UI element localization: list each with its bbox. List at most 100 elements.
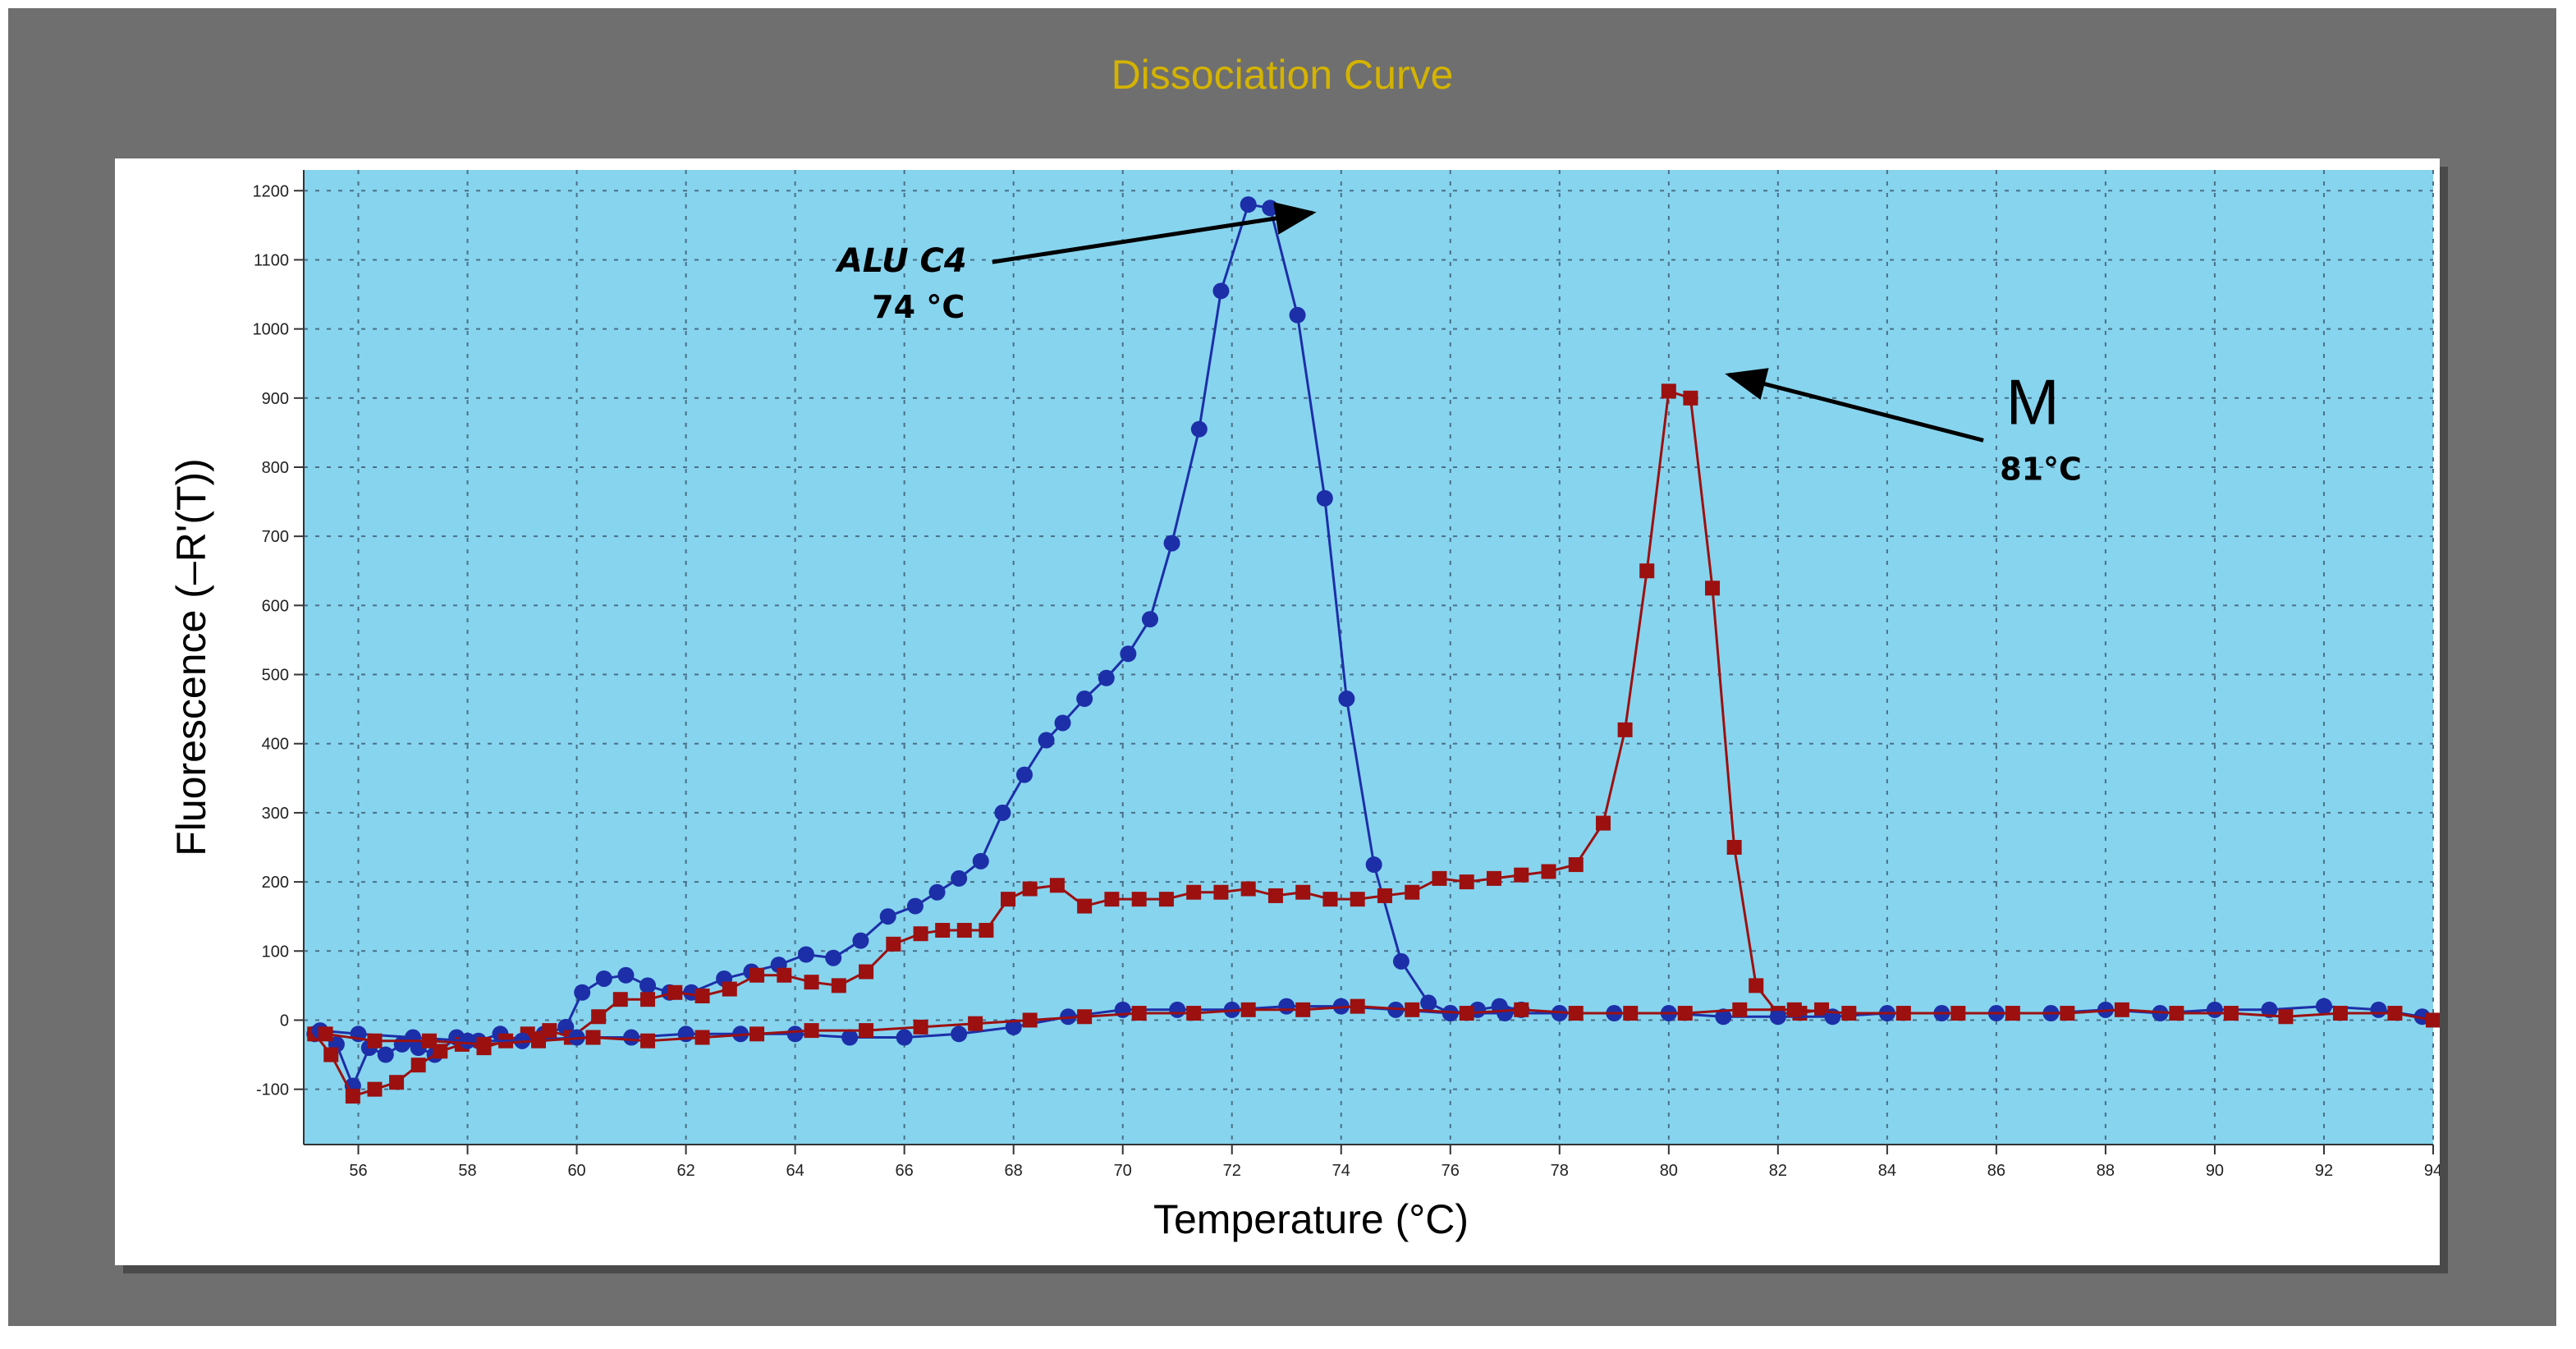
data-point [1022,881,1038,897]
annotation-alu-c4-label: ALU C4 [835,242,967,280]
data-point [722,981,737,997]
data-point [1131,1006,1147,1021]
data-point [1769,1008,1786,1026]
data-point [2261,1001,2278,1018]
data-point [1486,870,1501,886]
data-point [1639,563,1655,579]
data-point [667,984,683,1000]
data-point [1001,892,1016,907]
y-tick-label: 1200 [253,182,290,200]
data-point [831,978,846,993]
data-point [617,966,635,984]
data-point [410,1058,426,1073]
data-point [1514,867,1529,883]
data-point [1240,196,1257,213]
data-point [367,1033,383,1048]
annotation-alu-c4-temp: 74 °C [872,289,965,325]
data-point [1169,1001,1186,1018]
data-point [951,870,968,887]
data-point [804,1023,819,1039]
data-point [1841,1006,1857,1021]
data-point [1322,892,1338,907]
x-axis-label: Temperature (°C) [1153,1196,1469,1242]
data-point [1350,892,1365,907]
data-point [595,970,612,987]
annotation-layer: ALU C4 74 °C M 81°C [835,202,2082,487]
chart-title: Dissociation Curve [1111,52,1454,98]
data-point [1895,1006,1911,1021]
data-point [841,1029,859,1046]
y-tick-label: 900 [262,390,289,408]
data-point [1015,766,1033,783]
data-point [1683,390,1698,406]
chart-svg: 56 58 60 62 64 66 68 70 72 74 76 78 80 82 84 86 88 90 92 94… [168,170,2440,1242]
data-point [1705,580,1721,596]
data-point [389,1075,405,1090]
data-point [1098,669,1115,686]
data-point [852,932,869,949]
x-tick-label: 88 [2097,1162,2115,1180]
data-point [1405,1002,1420,1017]
data-point [476,1036,492,1052]
data-point [2060,1006,2075,1021]
data-point [906,897,924,915]
annotation-m-arrow [1725,368,1984,443]
x-tick-label: 74 [1332,1162,1350,1180]
y-tick-label: 1100 [254,251,289,269]
data-point [367,1081,383,1097]
data-point [1076,691,1093,708]
data-point [2114,1002,2129,1017]
data-point [323,1047,339,1062]
data-point [1262,200,1279,217]
data-point [825,949,842,966]
data-point [2169,1006,2184,1021]
y-tick-label: 700 [262,528,289,546]
data-point [1459,874,1474,890]
x-tick-label: 56 [349,1162,367,1180]
data-point [1786,1002,1802,1017]
x-tick-label: 62 [676,1162,694,1180]
data-point [640,1033,656,1048]
data-point [421,1033,437,1048]
y-tick-label: 100 [262,943,289,961]
data-point [1022,1012,1038,1028]
data-point [1163,535,1180,552]
y-tick-label: -100 [256,1081,289,1099]
data-point [2206,1001,2223,1018]
data-point [1541,864,1556,879]
series-line [325,1005,2434,1046]
data-point [574,984,591,1001]
data-point [1054,714,1071,732]
data-point [1338,691,1355,708]
data-point [1377,888,1392,903]
data-point [694,989,710,1004]
data-point [994,804,1011,821]
data-point [1497,1005,1514,1022]
data-point [1289,306,1306,323]
data-point [979,923,994,938]
data-point [1405,884,1420,900]
data-point [1432,870,1447,886]
data-point [935,923,951,938]
data-point [1350,998,1365,1014]
data-point [777,967,792,983]
data-point [1459,1006,1474,1021]
data-point [1278,998,1295,1015]
data-point [913,926,928,942]
y-tick-label: 1000 [253,321,290,339]
annotation-m-temp: 81°C [2000,451,2082,487]
data-point [797,946,814,963]
data-point [956,923,972,938]
x-tick-label: 68 [1005,1162,1023,1180]
data-point [1120,645,1137,663]
x-tick-label: 64 [786,1162,804,1180]
y-tick-label: 0 [280,1012,289,1030]
data-point [1295,1002,1311,1017]
data-point [2426,1012,2440,1028]
data-point [1950,1006,1966,1021]
data-point [1623,1006,1639,1021]
y-axis-label: Fluorescence (–R'(T)) [168,458,214,856]
x-tick-label: 70 [1114,1162,1132,1180]
data-point [1420,994,1437,1012]
data-point [1715,1008,1732,1026]
